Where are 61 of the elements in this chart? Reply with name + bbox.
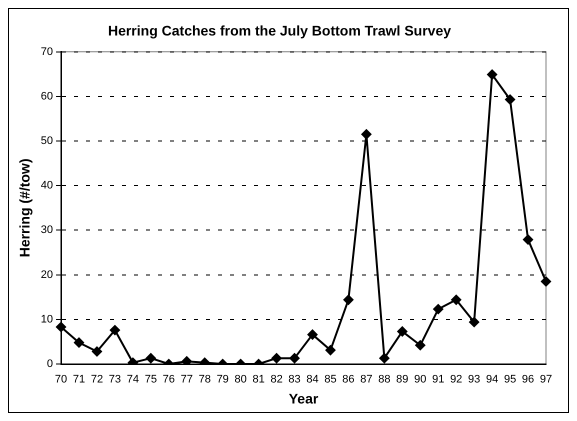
point bbox=[325, 345, 336, 356]
x-tick-label: 81 bbox=[252, 374, 265, 386]
point bbox=[523, 234, 534, 245]
y-tick-label: 40 bbox=[40, 180, 54, 192]
y-tick-label: 0 bbox=[46, 358, 54, 370]
x-tick-label: 82 bbox=[270, 374, 283, 386]
x-tick-label: 79 bbox=[216, 374, 229, 386]
point bbox=[56, 322, 66, 332]
point bbox=[272, 353, 282, 364]
chart-title: Herring Catches from the July Bottom Trawl Survey bbox=[108, 22, 452, 38]
y-axis-title: Herring (#/tow) bbox=[16, 158, 32, 258]
x-tick-label: 96 bbox=[522, 374, 534, 386]
x-tick-label: 72 bbox=[90, 374, 104, 386]
point bbox=[290, 353, 300, 364]
point bbox=[110, 325, 120, 336]
point bbox=[397, 326, 408, 336]
x-tick-label: 86 bbox=[342, 374, 355, 386]
x-tick-label: 93 bbox=[468, 374, 480, 386]
y-tick-label: 20 bbox=[40, 268, 54, 281]
x-tick-label: 94 bbox=[486, 374, 498, 386]
x-tick-label: 78 bbox=[198, 374, 211, 386]
x-tick-label: 95 bbox=[504, 374, 516, 386]
point bbox=[541, 276, 551, 286]
point bbox=[343, 294, 354, 305]
x-axis-title: Year bbox=[288, 390, 319, 406]
point bbox=[469, 317, 480, 328]
x-tick-label: 85 bbox=[324, 374, 337, 386]
x-tick-label: 71 bbox=[72, 374, 86, 386]
x-tick-label: 73 bbox=[108, 374, 122, 386]
y-tick-label: 30 bbox=[40, 224, 54, 236]
point bbox=[451, 294, 462, 305]
point bbox=[92, 346, 102, 357]
point bbox=[74, 338, 84, 348]
x-tick-label: 84 bbox=[306, 374, 319, 386]
point bbox=[379, 353, 390, 364]
x-tick-label: 70 bbox=[54, 374, 68, 386]
x-tick-label: 74 bbox=[126, 374, 140, 386]
y-tick-label: 50 bbox=[40, 135, 54, 148]
x-tick-label: 89 bbox=[396, 374, 408, 386]
x-tick-label: 75 bbox=[144, 374, 157, 386]
point bbox=[415, 340, 426, 350]
point bbox=[182, 356, 192, 364]
point bbox=[308, 330, 318, 340]
point bbox=[433, 304, 444, 314]
x-tick-label: 83 bbox=[288, 374, 301, 386]
point bbox=[361, 129, 372, 140]
x-tick-label: 88 bbox=[378, 374, 390, 386]
x-tick-label: 80 bbox=[234, 374, 247, 386]
y-tick-label: 10 bbox=[40, 313, 54, 326]
y-tick-label: 70 bbox=[40, 46, 54, 58]
y-tick-label: 60 bbox=[40, 90, 54, 102]
x-tick-label: 92 bbox=[450, 374, 462, 386]
x-tick-label: 77 bbox=[180, 374, 193, 386]
x-tick-label: 97 bbox=[540, 374, 552, 386]
x-tick-label: 76 bbox=[162, 374, 175, 386]
x-tick-label: 87 bbox=[360, 374, 373, 386]
x-tick-label: 90 bbox=[414, 374, 426, 386]
x-tick-label: 91 bbox=[432, 374, 444, 386]
point bbox=[487, 70, 498, 80]
point bbox=[505, 94, 516, 105]
point bbox=[146, 353, 156, 364]
